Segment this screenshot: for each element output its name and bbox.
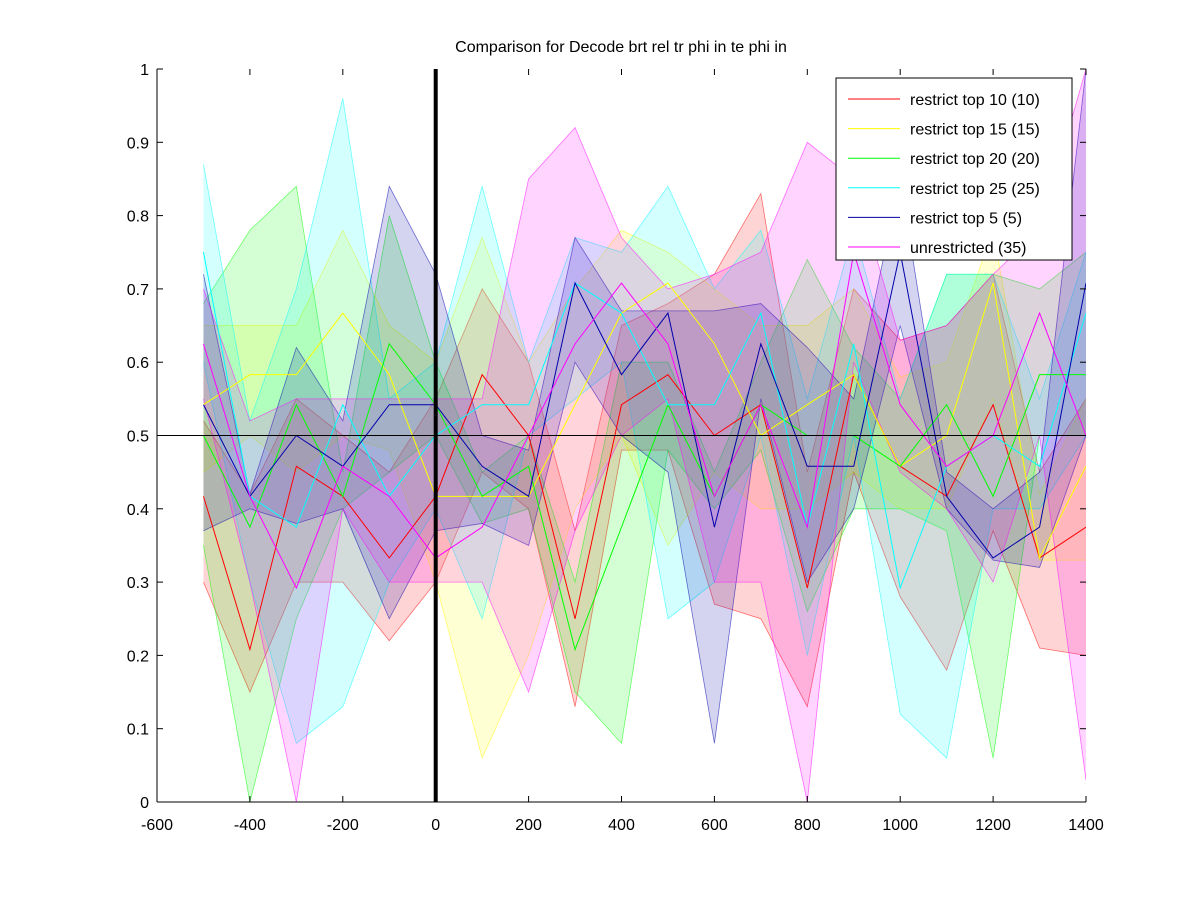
legend-label-3: restrict top 25 (25) bbox=[910, 181, 1040, 198]
legend: restrict top 10 (10) restrict top 15 (15)… bbox=[835, 77, 1073, 261]
x-tick-label: 800 bbox=[794, 817, 821, 834]
y-tick-label: 0 bbox=[140, 795, 149, 812]
series-line-3 bbox=[202, 252, 1086, 590]
y-tick-label: 0.7 bbox=[127, 282, 149, 299]
series-line-5 bbox=[202, 252, 1086, 590]
band-upper-edge-5 bbox=[203, 69, 1086, 422]
x-tick-label: 600 bbox=[701, 817, 728, 834]
x-tick-label: -200 bbox=[327, 817, 359, 834]
x-tick-label: 400 bbox=[608, 817, 635, 834]
series-line-1 bbox=[203, 282, 1086, 560]
band-4 bbox=[203, 69, 1086, 744]
band-lower-edge-3 bbox=[203, 361, 1086, 759]
x-tick-label: -600 bbox=[141, 817, 173, 834]
legend-label-1: restrict top 15 (15) bbox=[910, 122, 1040, 139]
reference-lines bbox=[157, 69, 1086, 802]
series-lines bbox=[202, 252, 1086, 652]
band-lower-edge-5 bbox=[203, 362, 1086, 802]
x-tick-label: 1200 bbox=[975, 817, 1011, 834]
y-tick-label: 0.1 bbox=[127, 722, 149, 739]
legend-label-5: unrestricted (35) bbox=[910, 240, 1027, 257]
band-lower-edge-2 bbox=[203, 434, 1086, 802]
x-tick-label: 1000 bbox=[882, 817, 918, 834]
y-tick-label: 0.5 bbox=[127, 429, 149, 446]
x-tick-label: 0 bbox=[431, 817, 440, 834]
y-tick-label: 0.6 bbox=[127, 355, 149, 372]
band-upper-edge-3 bbox=[203, 98, 1086, 423]
legend-label-4: restrict top 5 (5) bbox=[910, 210, 1022, 227]
band-0 bbox=[203, 193, 1086, 707]
y-tick-label: 0.3 bbox=[127, 575, 149, 592]
chart-title: Comparison for Decode brt rel tr phi in … bbox=[455, 39, 787, 56]
band-1 bbox=[203, 230, 1086, 759]
band-3 bbox=[203, 98, 1086, 759]
legend-label-0: restrict top 10 (10) bbox=[910, 92, 1040, 109]
x-tick-label: 1400 bbox=[1068, 817, 1104, 834]
axes: -600 -400 -200 0 200 400 600 800 1000 1200 1400 0 0.… bbox=[127, 62, 1104, 834]
band-lower-edge-0 bbox=[203, 449, 1086, 708]
y-tick-label: 0.9 bbox=[127, 135, 149, 152]
legend-label-2: restrict top 20 (20) bbox=[910, 151, 1040, 168]
y-tick-label: 0.8 bbox=[127, 209, 149, 226]
band-2 bbox=[203, 186, 1086, 802]
y-tick-label: 0.4 bbox=[127, 502, 149, 519]
band-lower-edge-4 bbox=[203, 325, 1086, 744]
legend-box bbox=[835, 77, 1073, 261]
band-upper-edge-1 bbox=[203, 228, 1086, 496]
y-tick-label: 1 bbox=[140, 62, 149, 79]
band-upper-edge-4 bbox=[203, 69, 1086, 510]
series-line-0 bbox=[202, 373, 1086, 652]
x-tick-label: 200 bbox=[515, 817, 542, 834]
x-tick-label: -400 bbox=[234, 817, 266, 834]
y-tick-label: 0.2 bbox=[127, 648, 149, 665]
